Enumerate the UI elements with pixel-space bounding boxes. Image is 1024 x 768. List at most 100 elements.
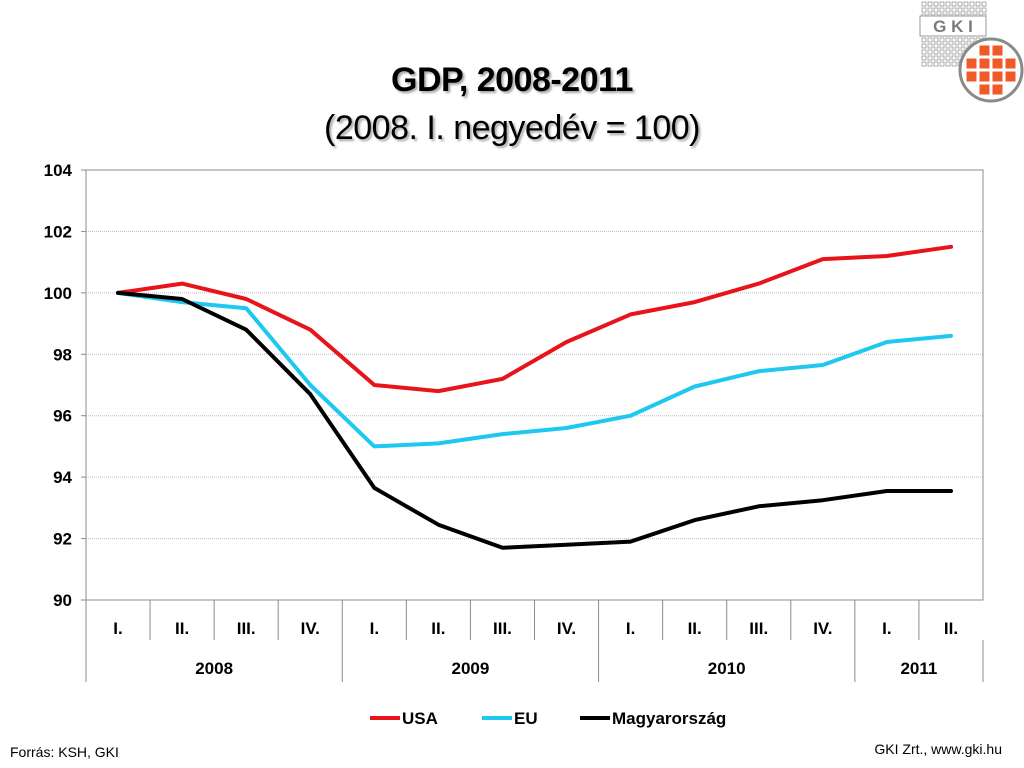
x-tick-label: II.	[431, 619, 445, 638]
gridlines	[86, 230, 983, 540]
logo-dot	[951, 1, 957, 7]
logo-dot	[957, 43, 963, 49]
logo-dot	[969, 7, 975, 13]
logo-square	[992, 58, 1003, 69]
logo-dot	[945, 7, 951, 13]
source-note: Forrás: KSH, GKI	[10, 744, 119, 760]
x-tick-label: IV.	[557, 619, 576, 638]
logo-dot	[957, 7, 963, 13]
logo-dot	[939, 55, 945, 61]
x-tick-label: IV.	[301, 619, 320, 638]
x-year-label: 2008	[195, 659, 233, 678]
logo-dot	[939, 7, 945, 13]
logo-dot	[921, 55, 927, 61]
logo-dot	[939, 37, 945, 43]
series-line-magyarorsz-g	[116, 290, 953, 550]
legend-label: USA	[402, 709, 438, 728]
x-tick-label: I.	[626, 619, 635, 638]
logo-dot	[921, 43, 927, 49]
x-year-label: 2010	[708, 659, 746, 678]
y-tick-label: 98	[53, 345, 72, 364]
legend: USA EU Magyarország	[370, 709, 726, 728]
series-lines	[116, 244, 953, 550]
logo-dot	[927, 61, 933, 67]
y-tick-label: 94	[53, 468, 72, 487]
x-tick-label: I.	[370, 619, 379, 638]
logo-dot	[957, 49, 963, 55]
logo-dot	[939, 61, 945, 67]
y-axis: 90 92 94 96 98 100 102 104	[44, 161, 86, 610]
logo-dot	[921, 37, 927, 43]
logo-square	[979, 84, 990, 95]
series-line-eu	[116, 290, 953, 449]
logo-dot	[969, 1, 975, 7]
logo-dot	[963, 1, 969, 7]
logo-square	[966, 58, 977, 69]
logo-dot	[951, 61, 957, 67]
logo-dot	[939, 43, 945, 49]
logo-dot	[957, 1, 963, 7]
x-tick-label: II.	[688, 619, 702, 638]
logo-dot	[927, 7, 933, 13]
x-year-label: 2009	[452, 659, 490, 678]
logo-square	[992, 71, 1003, 82]
logo-dot	[945, 37, 951, 43]
logo-dot	[963, 43, 969, 49]
plot-area	[85, 169, 984, 601]
logo-dot	[945, 55, 951, 61]
x-tick-label: III.	[749, 619, 768, 638]
logo-dot	[957, 37, 963, 43]
logo-dot	[963, 37, 969, 43]
chart-subtitle: (2008. I. negyedév = 100)	[324, 109, 700, 147]
logo-dot	[981, 7, 987, 13]
logo-dot	[951, 7, 957, 13]
logo-dot	[939, 1, 945, 7]
x-tick-label: IV.	[813, 619, 832, 638]
logo-dot	[921, 7, 927, 13]
logo-dot	[939, 49, 945, 55]
logo-square	[966, 71, 977, 82]
logo-dot	[921, 1, 927, 7]
logo-dot	[969, 37, 975, 43]
logo-dot	[945, 61, 951, 67]
y-tick-label: 92	[53, 530, 72, 549]
x-tick-label: I.	[113, 619, 122, 638]
logo-dot	[951, 37, 957, 43]
x-tick-label: I.	[882, 619, 891, 638]
y-tick-label: 100	[44, 284, 72, 303]
series-line-usa	[116, 244, 953, 394]
logo-dot	[975, 7, 981, 13]
logo-dot	[933, 55, 939, 61]
legend-label: EU	[514, 709, 538, 728]
legend-label: Magyarország	[612, 709, 726, 728]
x-axis: I. II. III. IV. I. II. III. IV. I. II. III. IV. I. II…	[85, 600, 984, 682]
y-tick-label: 102	[44, 222, 72, 241]
x-tick-label: II.	[175, 619, 189, 638]
logo-dot	[981, 1, 987, 7]
logo-square	[979, 45, 990, 56]
logo-dot	[945, 43, 951, 49]
gki-logo: G K I	[919, 1, 1024, 103]
y-tick-label: 90	[53, 591, 72, 610]
logo-dot	[927, 1, 933, 7]
logo-square	[992, 84, 1003, 95]
logo-dot	[945, 1, 951, 7]
logo-dot	[933, 43, 939, 49]
logo-dot	[921, 49, 927, 55]
logo-orange-squares	[966, 45, 1016, 95]
logo-text: G K I	[933, 17, 973, 36]
x-tick-label: III.	[493, 619, 512, 638]
logo-dot	[927, 37, 933, 43]
chart-title: GDP, 2008-2011	[391, 61, 633, 99]
logo-dot	[927, 43, 933, 49]
logo-dot	[951, 55, 957, 61]
x-tick-label: II.	[944, 619, 958, 638]
logo-dot	[921, 61, 927, 67]
y-tick-label: 96	[53, 407, 72, 426]
credit-note: GKI Zrt., www.gki.hu	[874, 741, 1002, 757]
logo-dot	[927, 49, 933, 55]
x-year-label: 2011	[900, 659, 937, 678]
logo-square	[1005, 71, 1016, 82]
logo-dot	[933, 7, 939, 13]
